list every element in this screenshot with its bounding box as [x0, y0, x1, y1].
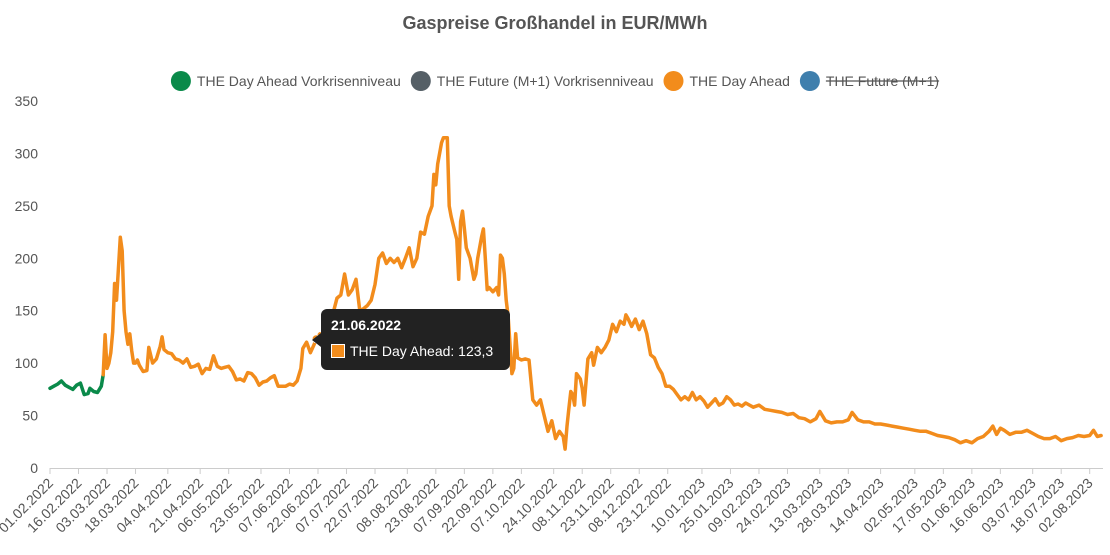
legend-label: THE Future (M+1) Vorkrisenniveau	[437, 73, 654, 89]
series-line-the-day-ahead[interactable]	[101, 135, 1103, 451]
series-line-the-day-ahead-vorkrisenniveau[interactable]	[48, 372, 105, 397]
y-tick-label: 150	[15, 303, 39, 319]
legend-marker	[663, 71, 684, 91]
legend-marker	[170, 71, 191, 91]
x-axis: 01.02.202216.02.202203.03.202218.03.2022…	[0, 468, 1096, 536]
y-tick-label: 100	[15, 355, 39, 371]
chart-tooltip: 21.06.2022 THE Day Ahead: 123,3	[321, 309, 510, 370]
tooltip-row: THE Day Ahead: 123,3	[331, 343, 500, 359]
tooltip-text: THE Day Ahead: 123,3	[350, 343, 494, 359]
legend-marker	[410, 71, 431, 91]
series-layer	[48, 135, 1103, 451]
tooltip-date: 21.06.2022	[331, 317, 402, 333]
chart-title: Gaspreise Großhandel in EUR/MWh	[402, 13, 707, 33]
y-tick-label: 300	[15, 145, 39, 161]
y-axis: 0 50 100 150 200 250 300 350	[15, 93, 39, 476]
y-tick-label: 0	[30, 460, 38, 476]
legend-label: THE Day Ahead Vorkrisenniveau	[197, 73, 401, 89]
chart-legend: THE Day Ahead Vorkrisenniveau THE Future …	[170, 71, 940, 91]
legend-item-the-future-m-1[interactable]: THE Future (M+1)	[799, 71, 940, 91]
legend-item-the-day-ahead-vorkrisenniveau[interactable]: THE Day Ahead Vorkrisenniveau	[170, 71, 401, 91]
tooltip-swatch	[331, 344, 345, 358]
y-tick-label: 50	[22, 408, 38, 424]
tooltip-arrow	[312, 333, 321, 347]
y-tick-label: 200	[15, 250, 39, 266]
y-tick-label: 350	[15, 93, 39, 109]
legend-item-the-day-ahead[interactable]: THE Day Ahead	[663, 71, 790, 91]
legend-marker	[799, 71, 820, 91]
legend-item-the-future-m-1-vorkrisenniveau[interactable]: THE Future (M+1) Vorkrisenniveau	[410, 71, 654, 91]
legend-label: THE Day Ahead	[690, 73, 790, 89]
y-tick-label: 250	[15, 198, 39, 214]
